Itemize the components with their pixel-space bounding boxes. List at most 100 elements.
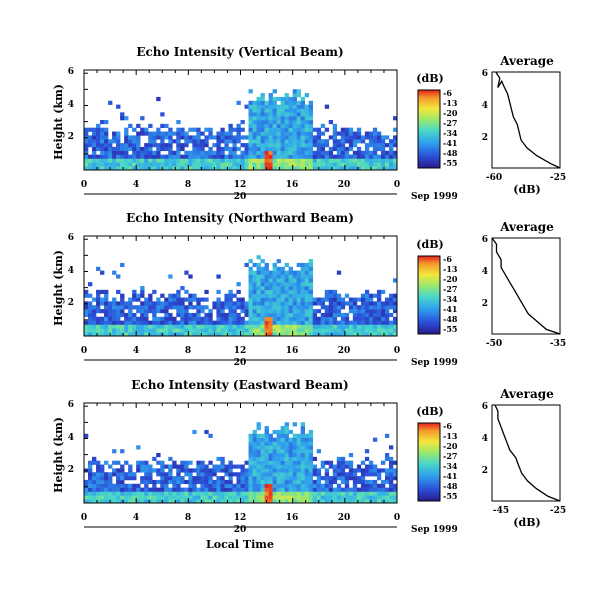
y-tick-label: 4 (68, 266, 74, 276)
heatmap-cell (328, 483, 334, 488)
heatmap-cell (120, 495, 125, 500)
heatmap-cell (336, 472, 342, 477)
heatmap-cell (200, 320, 205, 325)
heatmap-cell (292, 449, 297, 454)
colorbar-tick: -20 (443, 274, 458, 284)
heatmap-cell (160, 301, 165, 306)
heatmap-cell (92, 146, 97, 152)
heatmap-cell (284, 479, 289, 485)
heatmap-cell (288, 495, 293, 500)
heatmap-cell (372, 487, 378, 492)
heatmap-cell (244, 262, 249, 268)
heatmap-cell (108, 158, 113, 163)
heatmap-cell (340, 460, 346, 465)
heatmap-cell (148, 479, 153, 485)
heatmap-cell (280, 278, 285, 283)
heatmap-cell (352, 472, 358, 477)
heatmap-cell (268, 433, 273, 438)
heatmap-cell (360, 495, 366, 500)
heatmap-cell (300, 328, 305, 333)
heatmap-cell (308, 312, 314, 318)
heatmap-cell (112, 309, 117, 314)
heatmap-cell (348, 453, 354, 458)
heatmap-cell (116, 487, 121, 492)
heatmap-cell (328, 499, 334, 504)
heatmap-cell (288, 150, 293, 155)
heatmap-cell (292, 274, 297, 279)
heatmap-cell (180, 479, 185, 485)
heatmap-cell (344, 332, 350, 337)
heatmap-cell (284, 472, 289, 477)
heatmap-cell (280, 270, 285, 275)
heatmap-cell (172, 476, 177, 481)
heatmap-cell (156, 472, 161, 477)
heatmap-cell (272, 332, 277, 337)
heatmap-cell (364, 297, 370, 302)
heatmap-cell (92, 162, 97, 167)
heatmap-cell (260, 476, 265, 481)
colorbar (417, 89, 441, 169)
heatmap-cell (288, 143, 293, 148)
heatmap-cell (256, 460, 261, 465)
heatmap-cell (172, 166, 177, 171)
heatmap-cell (332, 131, 338, 136)
heatmap-cell (368, 472, 374, 477)
heatmap-cell (196, 158, 201, 163)
heatmap-cell (300, 320, 305, 325)
heatmap-cell (252, 487, 257, 492)
heatmap-cell (152, 162, 157, 167)
heatmap-cell (104, 479, 109, 485)
heatmap-cell (340, 324, 346, 329)
heatmap-cell (240, 472, 245, 477)
heatmap-cell (248, 108, 253, 113)
heatmap-cell (364, 320, 370, 325)
heatmap-cell (328, 150, 334, 155)
heatmap-cell (204, 154, 209, 159)
heatmap-cell (180, 286, 185, 291)
heatmap-cell (364, 305, 370, 310)
heatmap-cell (260, 324, 265, 329)
heatmap-cell (92, 297, 97, 302)
heatmap-cell (180, 312, 185, 318)
heatmap-cell (248, 309, 253, 314)
heatmap-cell (284, 305, 289, 310)
heatmap-cell (308, 495, 314, 500)
colorbar-tick: -34 (443, 461, 458, 471)
heatmap-cell (164, 158, 169, 163)
average-y-tick: 6 (482, 69, 488, 79)
heatmap-cell (376, 472, 382, 477)
heatmap-cell (284, 301, 289, 306)
heatmap-cell (312, 312, 318, 318)
heatmap-cell (136, 150, 141, 155)
heatmap-cell (308, 309, 314, 314)
heatmap-cell (244, 320, 249, 325)
heatmap-cell (368, 162, 374, 167)
panel-northward-beam: Echo Intensity (Northward Beam) Height (… (52, 211, 566, 368)
heatmap-cell (104, 483, 109, 488)
heatmap-cell (304, 320, 310, 325)
heatmap-cell (280, 464, 285, 469)
heatmap-cell (288, 108, 293, 113)
heatmap-cell (88, 282, 93, 287)
heatmap-cell (392, 316, 398, 321)
heatmap-cell (88, 472, 93, 477)
heatmap-cell (188, 468, 193, 473)
heatmap-cell (112, 166, 117, 171)
heatmap-cell (272, 499, 277, 504)
heatmap-cell (312, 487, 318, 492)
heatmap-cell (220, 487, 225, 492)
heatmap-cell (228, 309, 233, 314)
heatmap-cell (160, 472, 165, 477)
heatmap-cell (164, 301, 169, 306)
heatmap-cell (308, 293, 314, 298)
heatmap-cell (92, 143, 97, 148)
heatmap-cell (248, 120, 253, 125)
heatmap-cell (192, 135, 197, 140)
heatmap-cell (292, 127, 297, 132)
heatmap-cell (148, 158, 153, 163)
heatmap-cell (240, 127, 245, 132)
heatmap-cell (268, 270, 273, 275)
heatmap-cell (260, 286, 265, 291)
heatmap-cell (228, 320, 233, 325)
heatmap-cell (248, 460, 253, 465)
